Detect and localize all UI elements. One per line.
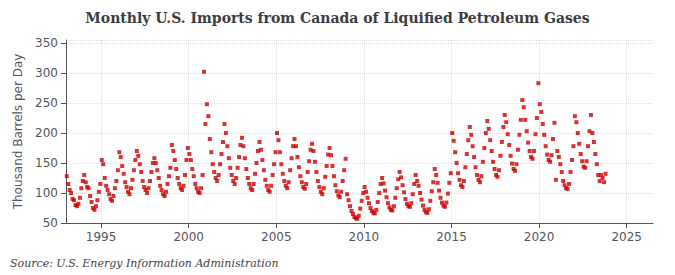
- svg-text:2020: 2020: [524, 230, 555, 244]
- svg-text:Source: U.S. Energy Informatio: Source: U.S. Energy Information Administ…: [10, 257, 278, 270]
- svg-text:100: 100: [35, 186, 58, 200]
- svg-text:Monthly U.S. Imports from Cana: Monthly U.S. Imports from Canada of Liqu…: [85, 10, 589, 26]
- svg-text:300: 300: [35, 66, 58, 80]
- svg-text:150: 150: [35, 156, 58, 170]
- svg-text:2015: 2015: [436, 230, 467, 244]
- svg-text:1995: 1995: [86, 230, 117, 244]
- svg-text:350: 350: [35, 36, 58, 50]
- svg-text:200: 200: [35, 126, 58, 140]
- svg-text:2000: 2000: [173, 230, 204, 244]
- svg-text:Thousand Barrels per Day: Thousand Barrels per Day: [11, 54, 25, 211]
- svg-text:250: 250: [35, 96, 58, 110]
- svg-text:2010: 2010: [349, 230, 380, 244]
- svg-text:2005: 2005: [261, 230, 292, 244]
- svg-text:2025: 2025: [611, 230, 642, 244]
- svg-text:50: 50: [43, 216, 58, 230]
